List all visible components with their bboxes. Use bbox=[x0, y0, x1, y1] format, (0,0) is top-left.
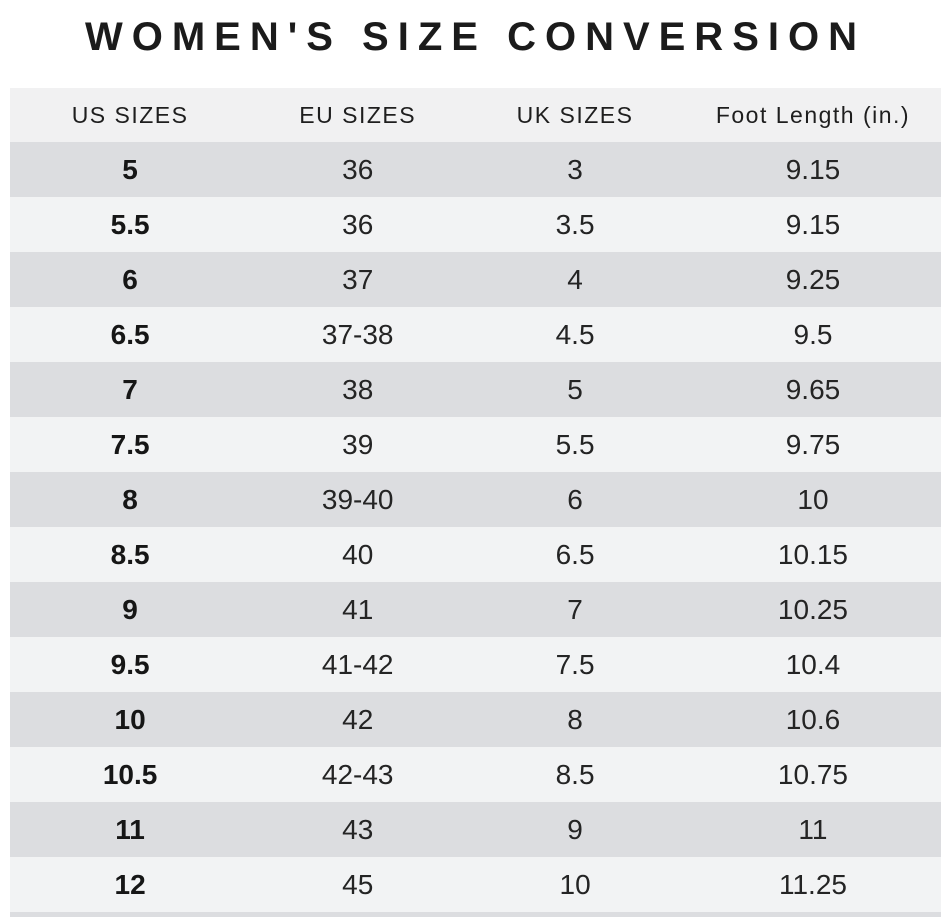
cell-us-size: 6 bbox=[122, 263, 138, 295]
cell-eu-size: 37 bbox=[342, 263, 374, 295]
cell-uk-size: 9 bbox=[567, 813, 583, 845]
cell-us-size: 9.5 bbox=[110, 648, 150, 680]
cell-us-size: 8.5 bbox=[110, 538, 150, 570]
cell-eu-size: 37-38 bbox=[321, 318, 394, 350]
table-row: 6.5 37-38 4.5 9.5 bbox=[10, 307, 941, 362]
cell-us-size: 11 bbox=[115, 813, 145, 845]
cell-us-size: 6.5 bbox=[110, 318, 150, 350]
cell-us-size: 5.5 bbox=[110, 208, 150, 240]
cell-foot-length: 9.15 bbox=[785, 208, 841, 240]
cell-eu-size: 39-40 bbox=[321, 483, 394, 515]
cell-foot-length: 11 bbox=[798, 813, 828, 845]
table-row: 10.5 42-43 8.5 10.75 bbox=[10, 747, 941, 802]
cell-uk-size: 6.5 bbox=[555, 538, 595, 570]
table-row: 7.5 39 5.5 9.75 bbox=[10, 417, 941, 472]
table-row: 9.5 41-42 7.5 10.4 bbox=[10, 637, 941, 692]
cell-foot-length: 10.15 bbox=[777, 538, 848, 570]
cell-foot-length: 9.15 bbox=[785, 153, 841, 185]
cell-eu-size: 39 bbox=[342, 428, 374, 460]
table-row: 5.5 36 3.5 9.15 bbox=[10, 197, 941, 252]
cell-uk-size: 7.5 bbox=[555, 648, 595, 680]
cell-eu-size: 36 bbox=[342, 153, 374, 185]
cell-us-size: 10 bbox=[114, 703, 146, 735]
table-row: 10 42 8 10.6 bbox=[10, 692, 941, 747]
cell-uk-size: 3 bbox=[567, 153, 583, 185]
page-title: WOMEN'S SIZE CONVERSION bbox=[84, 14, 866, 59]
cell-uk-size: 4.5 bbox=[555, 318, 595, 350]
table-row: 6 37 4 9.25 bbox=[10, 252, 941, 307]
cell-eu-size: 42 bbox=[342, 703, 374, 735]
cell-foot-length: 9.5 bbox=[793, 318, 833, 350]
cell-us-size: 5 bbox=[122, 153, 138, 185]
size-conversion-table: US SIZES EU SIZES UK SIZES Foot Length (… bbox=[10, 88, 941, 912]
table-row: 11 43 9 11 bbox=[10, 802, 941, 857]
column-header-uk-sizes: UK SIZES bbox=[465, 88, 685, 142]
cell-foot-length: 9.25 bbox=[785, 263, 841, 295]
cell-uk-size: 4 bbox=[567, 263, 583, 295]
cell-uk-size: 8.5 bbox=[555, 758, 595, 790]
cell-us-size: 9 bbox=[122, 593, 138, 625]
cell-us-size: 7 bbox=[122, 373, 138, 405]
table-row: 7 38 5 9.65 bbox=[10, 362, 941, 417]
cell-eu-size: 43 bbox=[342, 813, 374, 845]
cell-foot-length: 10 bbox=[797, 483, 829, 515]
cell-uk-size: 3.5 bbox=[555, 208, 595, 240]
cell-eu-size: 40 bbox=[342, 538, 374, 570]
cell-us-size: 8 bbox=[122, 483, 138, 515]
cell-eu-size: 41 bbox=[342, 593, 374, 625]
table-row: 5 36 3 9.15 bbox=[10, 142, 941, 197]
cell-eu-size: 38 bbox=[342, 373, 374, 405]
cell-foot-length: 10.25 bbox=[777, 593, 848, 625]
cell-foot-length: 10.75 bbox=[777, 758, 848, 790]
cell-uk-size: 6 bbox=[567, 483, 583, 515]
table-row: 12 45 10 11.25 bbox=[10, 857, 941, 912]
cell-uk-size: 10 bbox=[559, 868, 591, 900]
column-header-foot-length: Foot Length (in.) bbox=[684, 88, 941, 142]
cell-us-size: 7.5 bbox=[110, 428, 150, 460]
cell-uk-size: 8 bbox=[567, 703, 583, 735]
table-row: 8 39-40 6 10 bbox=[10, 472, 941, 527]
cell-uk-size: 5.5 bbox=[555, 428, 595, 460]
cell-eu-size: 45 bbox=[342, 868, 374, 900]
cell-uk-size: 5 bbox=[567, 373, 583, 405]
cell-eu-size: 41-42 bbox=[321, 648, 394, 680]
cell-foot-length: 10.4 bbox=[785, 648, 841, 680]
cell-uk-size: 7 bbox=[567, 593, 583, 625]
cell-foot-length: 10.6 bbox=[785, 703, 841, 735]
cell-us-size: 10.5 bbox=[102, 758, 158, 790]
cell-foot-length: 11.25 bbox=[778, 868, 847, 900]
cell-foot-length: 9.75 bbox=[785, 428, 841, 460]
table-header-row: US SIZES EU SIZES UK SIZES Foot Length (… bbox=[10, 88, 941, 142]
cell-us-size: 12 bbox=[114, 868, 146, 900]
cell-foot-length: 9.65 bbox=[785, 373, 841, 405]
column-header-eu-sizes: EU SIZES bbox=[250, 88, 466, 142]
cropped-next-row-strip bbox=[10, 912, 941, 917]
table-row: 8.5 40 6.5 10.15 bbox=[10, 527, 941, 582]
column-header-us-sizes: US SIZES bbox=[10, 88, 251, 142]
table-row: 9 41 7 10.25 bbox=[10, 582, 941, 637]
cell-eu-size: 42-43 bbox=[321, 758, 394, 790]
cell-eu-size: 36 bbox=[342, 208, 374, 240]
